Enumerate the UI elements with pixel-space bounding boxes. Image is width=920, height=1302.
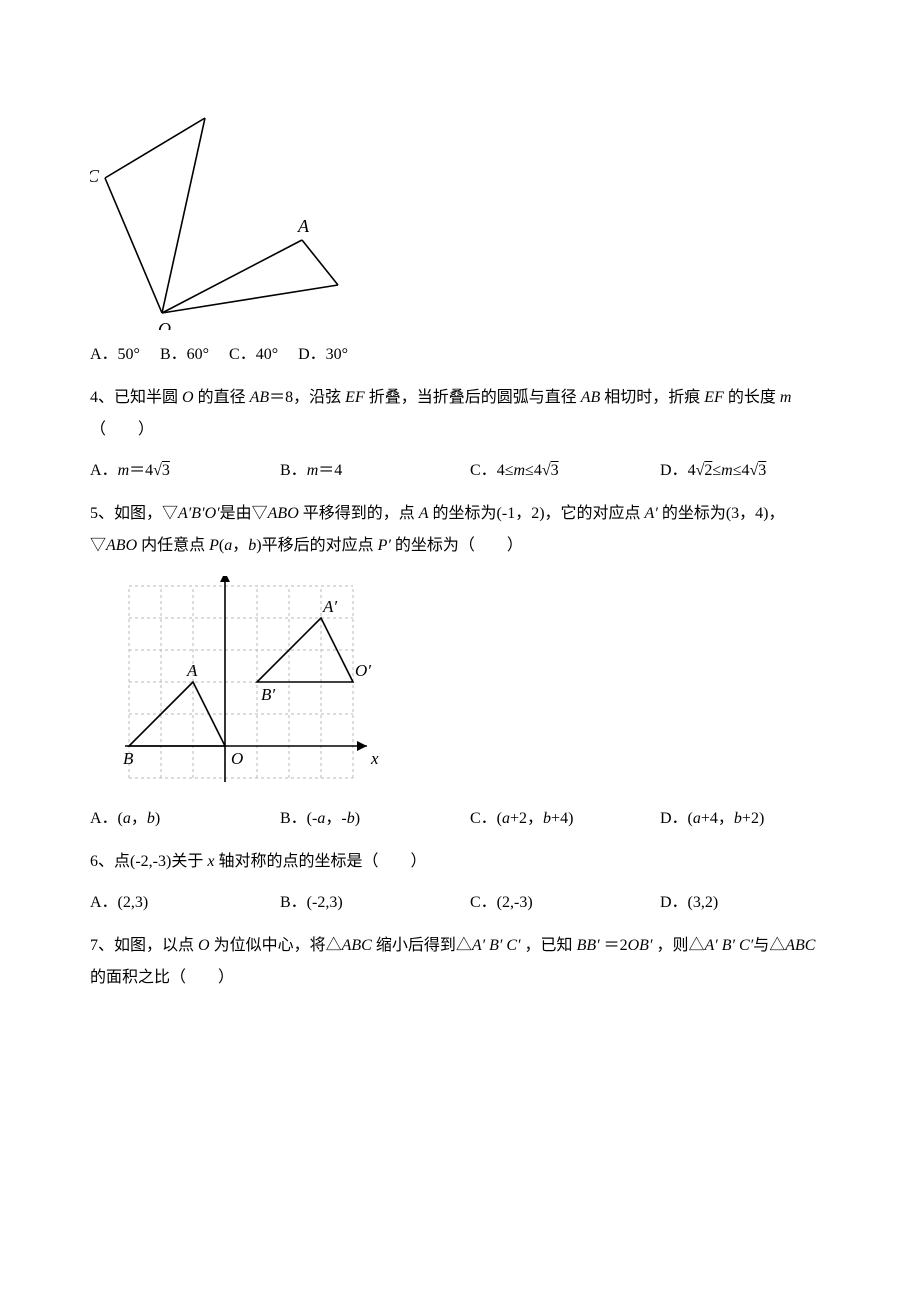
- q3-opt-b: B．60°: [160, 340, 209, 364]
- svg-text:O′: O′: [355, 661, 371, 680]
- q5-opt-c: C．(a+2，b+4): [470, 804, 660, 828]
- q6-options: A．(2,3) B．(-2,3) C．(2,-3) D．(3,2): [90, 888, 830, 912]
- q4-options: A．m＝4√3 B．m＝4 C．4≤m≤4√3 D．4√2≤m≤4√3: [90, 456, 830, 480]
- svg-text:D: D: [200, 110, 214, 114]
- opt-label: A．: [90, 462, 118, 479]
- sqrt-val: 2: [704, 462, 712, 479]
- q4-opt-c: C．4≤m≤4√3: [470, 456, 660, 480]
- q6-opt-a: A．(2,3): [90, 888, 280, 912]
- q6-text: 6、点(-2,-3)关于 x 轴对称的点的坐标是（ ）: [90, 846, 830, 878]
- q4-text: 4、已知半圆 O 的直径 AB＝8，沿弦 EF 折叠，当折叠后的圆弧与直径 AB…: [90, 382, 830, 446]
- q4-opt-a: A．m＝4√3: [90, 456, 280, 480]
- q5-text: 5、如图，▽A′B′O′是由▽ABO 平移得到的，点 A 的坐标为(-1，2)，…: [90, 498, 830, 562]
- q4-opt-d: D．4√2≤m≤4√3: [660, 456, 850, 480]
- svg-text:A: A: [297, 216, 310, 236]
- q5-figure: ABOA′B′O′xy: [90, 576, 390, 786]
- q7-text: 7、如图，以点 O 为位似中心，将△ABC 缩小后得到△A′ B′ C′ ，已知…: [90, 930, 830, 994]
- svg-text:x: x: [370, 749, 379, 768]
- opt-label: B．: [280, 462, 307, 479]
- q4-opt-b: B．m＝4: [280, 456, 470, 480]
- svg-text:O: O: [158, 319, 171, 330]
- q5-options: A．(a，b) B．(-a，-b) C．(a+2，b+4) D．(a+4，b+2…: [90, 804, 830, 828]
- opt-label: D．: [660, 462, 688, 479]
- q5-opt-d: D．(a+4，b+2): [660, 804, 850, 828]
- sqrt-val: 3: [551, 462, 559, 479]
- q6-opt-c: C．(2,-3): [470, 888, 660, 912]
- svg-text:B: B: [123, 749, 134, 768]
- opt-label: C．: [470, 462, 497, 479]
- q6-opt-b: B．(-2,3): [280, 888, 470, 912]
- svg-text:A: A: [186, 661, 198, 680]
- q3-opt-a: A．50°: [90, 340, 140, 364]
- svg-text:A′: A′: [322, 597, 337, 616]
- q6-opt-d: D．(3,2): [660, 888, 850, 912]
- q3-options: A．50° B．60° C．40° D．30°: [90, 340, 830, 364]
- q3-figure: OCDAB: [90, 110, 345, 330]
- q5-opt-a: A．(a，b): [90, 804, 280, 828]
- svg-text:B′: B′: [261, 685, 275, 704]
- svg-text:C: C: [90, 166, 100, 186]
- q3-opt-c: C．40°: [229, 340, 278, 364]
- sqrt-val: 3: [758, 462, 766, 479]
- q3-opt-d: D．30°: [298, 340, 348, 364]
- sqrt-val: 3: [162, 462, 170, 479]
- q5-opt-b: B．(-a，-b): [280, 804, 470, 828]
- svg-text:O: O: [231, 749, 243, 768]
